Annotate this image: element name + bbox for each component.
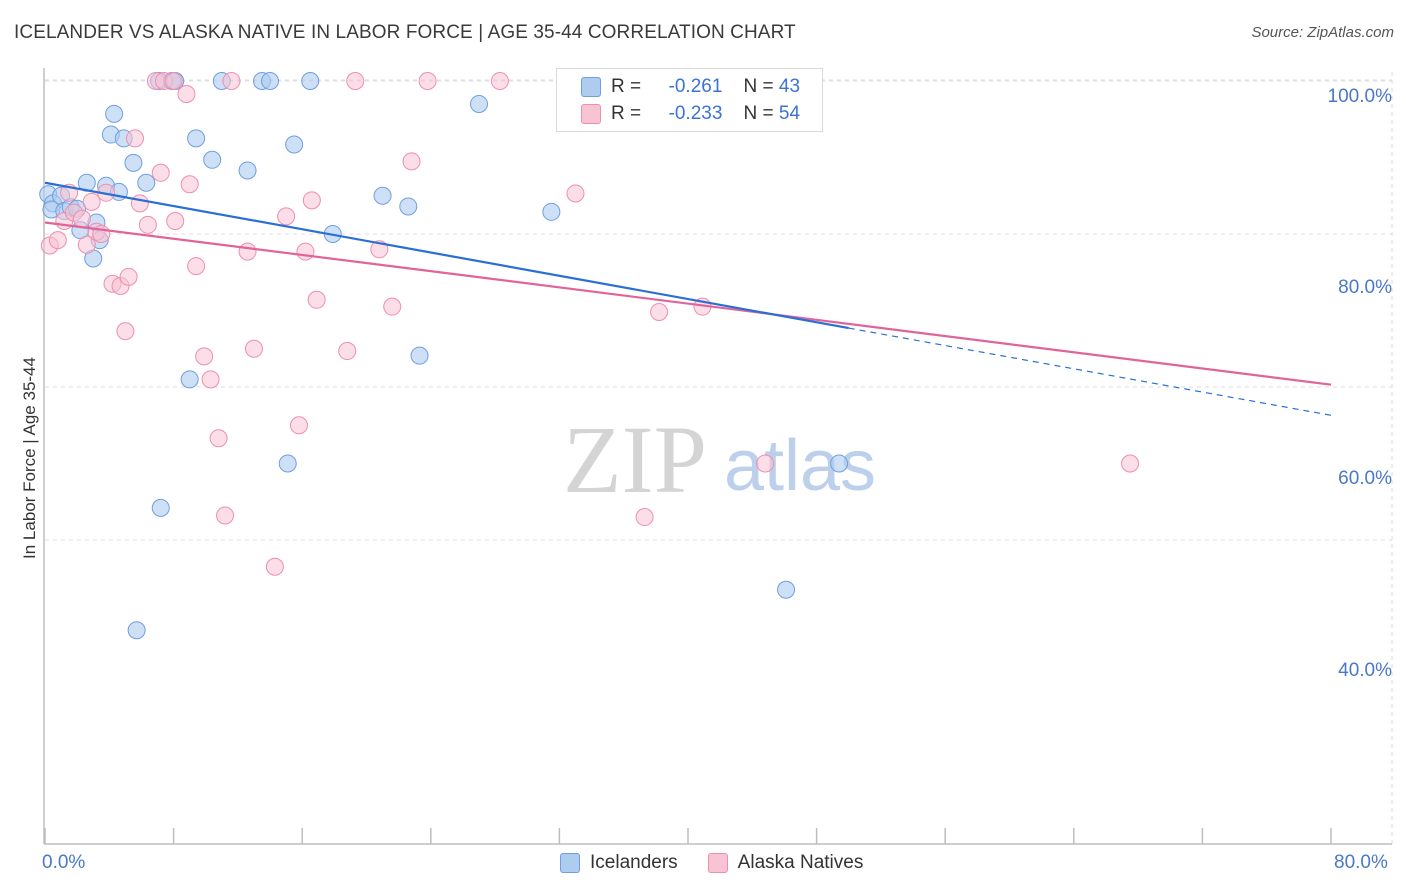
r-label: R = (611, 76, 642, 97)
alaska-natives-point-44 (418, 72, 437, 90)
n-label: N = (743, 103, 774, 124)
icelanders-point-17 (124, 153, 143, 172)
n-label: N = (743, 76, 774, 97)
watermark-atlas: atlas (724, 426, 876, 506)
alaska-natives-point-15 (126, 129, 145, 148)
source-label: Source: ZipAtlas.com (1251, 24, 1394, 41)
alaska-natives-point-1 (48, 231, 67, 250)
alaska-natives-point-13 (116, 322, 135, 341)
icelanders-point-25 (238, 161, 257, 180)
icelanders-trendline-extension (848, 327, 1332, 416)
alaska-natives-point-17 (138, 215, 157, 234)
watermark: ZIP atlas (563, 406, 876, 513)
alaska-natives-point-31 (238, 242, 257, 261)
legend-item-icelanders[interactable]: Icelanders (560, 852, 678, 874)
icelanders-point-29 (301, 72, 320, 90)
n-value: 54 (778, 103, 801, 124)
icelanders-point-39 (278, 454, 297, 473)
icelanders-point-34 (470, 94, 489, 113)
alaska-natives-point-34 (277, 207, 296, 226)
alaska-natives-point-37 (307, 290, 326, 309)
alaska-natives-point-26 (195, 347, 214, 366)
alaska-natives-point-35 (296, 242, 315, 261)
watermark-zip: ZIP (563, 406, 707, 513)
icelanders-trendline (44, 181, 849, 330)
alaska-natives-point-14 (119, 267, 138, 286)
alaska-natives-point-20 (151, 163, 170, 182)
icelanders-point-31 (373, 186, 392, 205)
icelanders-point-32 (399, 197, 418, 216)
alaska-natives-point-53 (1121, 454, 1140, 473)
icelanders-point-22 (187, 129, 206, 148)
alaska-natives-point-28 (209, 429, 228, 448)
alaska-natives-point-39 (338, 342, 357, 361)
alaska-natives-point-32 (244, 339, 263, 358)
icelanders-point-14 (105, 104, 124, 123)
alaska-natives-point-5 (72, 209, 91, 228)
r-value: -0.261 (668, 76, 723, 97)
alaska-natives-point-51 (756, 454, 775, 473)
x-tick-80: 80.0% (1334, 852, 1388, 873)
alaska-natives-legend-swatch (707, 853, 728, 873)
alaska-natives-point-30 (222, 72, 241, 90)
chart-title: ICELANDER VS ALASKA NATIVE IN LABOR FORC… (14, 22, 796, 43)
alaska-natives-point-21 (164, 72, 183, 90)
grid (45, 72, 1393, 844)
alaska-natives-point-22 (166, 211, 185, 230)
series-icelanders-points (39, 72, 849, 640)
alaska-natives-point-23 (177, 85, 196, 104)
stats-row-alaska-natives: R = -0.233 N = 54 (581, 101, 800, 127)
alaska-natives-point-38 (289, 416, 308, 435)
legend-label-alaska-natives: Alaska Natives (737, 852, 864, 873)
icelanders-point-37 (127, 621, 146, 640)
alaska-natives-point-36 (302, 191, 321, 210)
alaska-natives-point-47 (635, 508, 654, 527)
x-tick-0: 0.0% (42, 852, 86, 873)
alaska-natives-point-25 (187, 257, 206, 276)
icelanders-point-33 (410, 346, 429, 365)
r-label: R = (611, 103, 642, 124)
legend-item-alaska-natives[interactable]: Alaska Natives (707, 852, 864, 874)
alaska-natives-point-24 (180, 175, 199, 194)
alaska-natives-point-33 (265, 557, 284, 576)
r-value: -0.233 (668, 103, 723, 124)
icelanders-point-42 (830, 454, 849, 473)
icelanders-point-41 (777, 580, 796, 599)
y-tick-40: 40.0% (1338, 660, 1392, 681)
alaska-natives-point-42 (383, 297, 402, 316)
icelanders-point-27 (261, 72, 280, 90)
stats-row-icelanders: R = -0.261 N = 43 (581, 74, 800, 100)
alaska-natives-trendline (44, 221, 1332, 386)
legend-label-icelanders: Icelanders (590, 852, 678, 873)
alaska-natives-point-46 (566, 184, 585, 203)
alaska-natives-swatch (581, 104, 601, 124)
icelanders-point-36 (151, 498, 170, 517)
y-tick-100: 100.0% (1327, 86, 1392, 107)
icelanders-legend-swatch (560, 853, 580, 873)
alaska-natives-point-16 (130, 194, 149, 213)
icelanders-point-28 (285, 135, 304, 154)
alaska-natives-point-6 (77, 235, 96, 254)
icelanders-point-23 (203, 150, 222, 169)
n-value: 43 (778, 76, 801, 97)
stats-legend: R = -0.261 N = 43 R = -0.233 N = 54 (556, 68, 823, 132)
alaska-natives-point-29 (216, 506, 235, 525)
y-tick-80: 80.0% (1338, 277, 1392, 298)
alaska-natives-point-27 (201, 370, 220, 389)
icelanders-point-35 (542, 202, 561, 221)
series-legend: Icelanders Alaska Natives (560, 852, 893, 874)
alaska-natives-point-7 (82, 192, 101, 211)
alaska-natives-point-45 (490, 72, 509, 90)
icelanders-swatch (581, 77, 601, 97)
icelanders-point-38 (180, 370, 199, 389)
alaska-natives-point-48 (650, 303, 669, 322)
icelanders-point-18 (137, 173, 156, 192)
alaska-natives-point-43 (402, 152, 421, 171)
alaska-natives-point-40 (346, 72, 365, 90)
trendlines (44, 181, 1332, 416)
axes (43, 68, 1392, 845)
y-tick-60: 60.0% (1338, 468, 1392, 489)
